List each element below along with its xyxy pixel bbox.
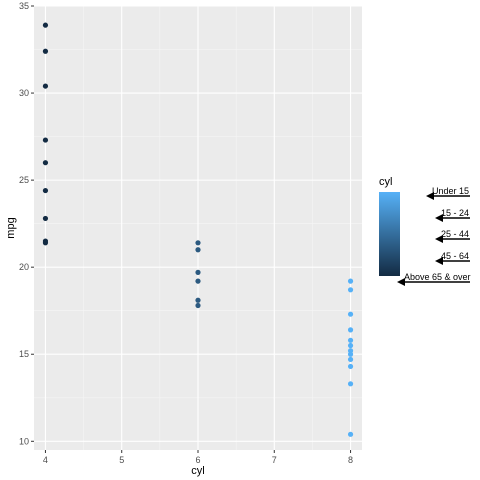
data-point <box>42 137 49 143</box>
y-tick-label: 35 <box>19 1 29 11</box>
y-axis-title: mpg <box>5 217 17 238</box>
annotation-arrowhead <box>435 235 443 243</box>
legend-title: cyl <box>379 176 392 188</box>
data-point <box>347 327 354 333</box>
data-point <box>347 278 354 284</box>
y-tick-label: 25 <box>19 175 29 185</box>
annotation-label: 25 - 44 <box>441 229 469 239</box>
data-point <box>347 381 354 387</box>
legend: cyl <box>379 176 400 276</box>
data-point <box>42 48 49 54</box>
data-points <box>42 22 354 437</box>
x-tick-label: 6 <box>195 455 200 465</box>
data-point <box>347 342 354 349</box>
data-point <box>42 240 49 246</box>
data-point <box>347 363 354 370</box>
data-point <box>42 83 49 89</box>
data-point <box>42 22 49 28</box>
data-point <box>347 431 354 437</box>
annotation-label: Above 65 & over <box>404 272 471 282</box>
x-axis-title: cyl <box>191 465 204 477</box>
data-point <box>195 240 201 246</box>
annotation-label: Under 15 <box>432 186 469 196</box>
data-point <box>195 297 201 303</box>
annotation-arrowhead <box>435 214 443 222</box>
data-point <box>195 278 201 284</box>
y-tick-label: 10 <box>19 436 29 446</box>
annotation-arrowhead <box>397 278 405 286</box>
data-point <box>347 356 354 363</box>
annotation-label: 15 - 24 <box>441 208 469 218</box>
data-point <box>42 215 49 222</box>
y-tick-label: 30 <box>19 88 29 98</box>
data-point <box>347 337 354 343</box>
data-point <box>347 287 354 293</box>
data-point <box>347 351 354 357</box>
data-point <box>42 160 49 166</box>
y-axis: 10 15 20 25 30 35 <box>19 1 34 446</box>
x-tick-label: 8 <box>348 455 353 465</box>
data-point <box>195 247 201 253</box>
data-point <box>42 187 49 194</box>
x-tick-label: 7 <box>272 455 277 465</box>
annotation-arrowhead <box>426 192 434 200</box>
x-axis: 4 5 6 7 8 <box>43 450 353 465</box>
data-point <box>195 302 201 309</box>
y-tick-label: 20 <box>19 262 29 272</box>
legend-colorbar <box>379 192 400 276</box>
legend-annotations: Under 15 15 - 24 25 - 44 45 - 64 Above 65 & … <box>397 186 471 286</box>
annotation-arrowhead <box>435 257 443 265</box>
data-point <box>347 311 354 317</box>
annotation-label: 45 - 64 <box>441 251 469 261</box>
grid-lines <box>34 5 362 450</box>
x-tick-label: 5 <box>119 455 124 465</box>
data-point <box>195 269 201 275</box>
y-tick-label: 15 <box>19 349 29 359</box>
x-tick-label: 4 <box>43 455 48 465</box>
